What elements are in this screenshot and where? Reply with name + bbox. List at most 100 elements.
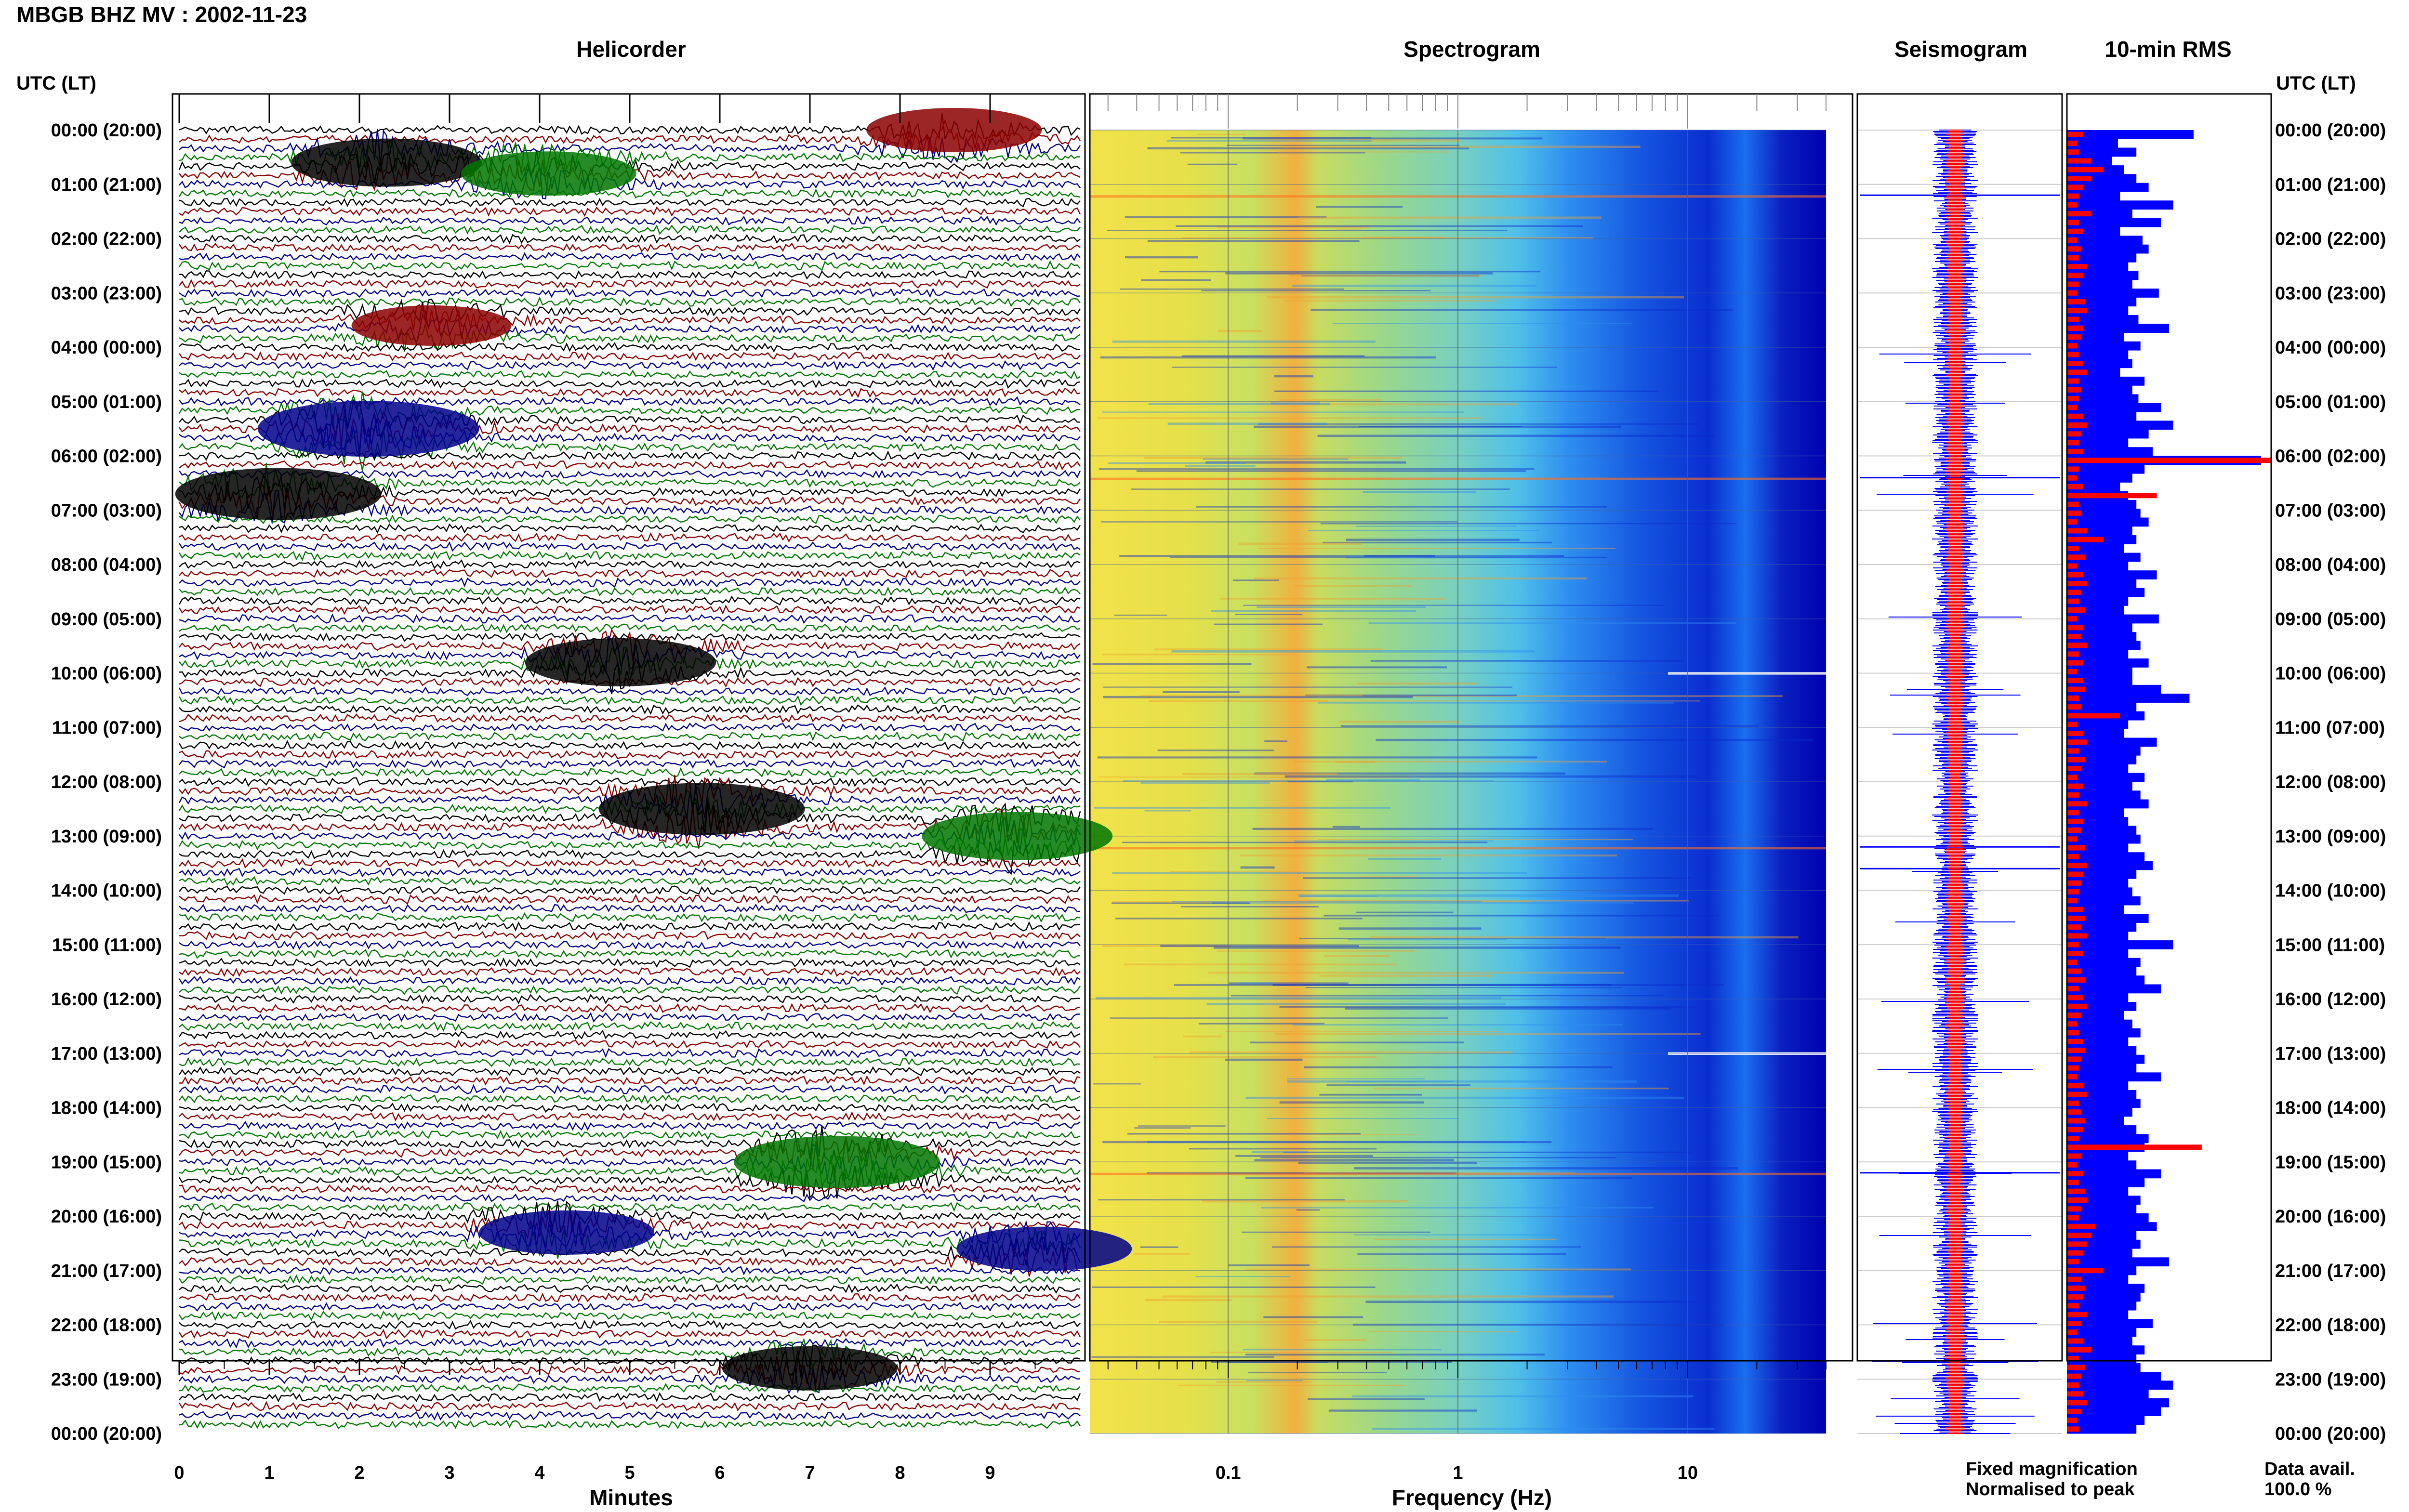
helicorder-trace (179, 532, 1081, 543)
rms-fixed-bar (2067, 1284, 2145, 1293)
spectrogram-streak (1305, 694, 1517, 697)
time-label-left: 01:00 (21:00) (51, 175, 162, 195)
rms-fixed-bar (2067, 1134, 2149, 1144)
spectrogram-streak (1272, 1246, 1581, 1248)
spectrogram-streak (1097, 756, 1537, 759)
rms-fixed-bar (2067, 289, 2159, 298)
spectrogram-streak (1335, 761, 1375, 763)
helicorder-trace (179, 514, 1081, 525)
helicorder-trace (179, 767, 1081, 778)
rms-normalised-bar (2067, 448, 2083, 454)
rms-normalised-bar (2067, 1391, 2083, 1397)
helicorder-trace (179, 369, 1081, 380)
time-label-right: 22:00 (18:00) (2275, 1315, 2386, 1336)
rms-normalised-bar (2067, 748, 2079, 754)
rms-fixed-bar (2067, 253, 2137, 263)
spectrogram-streak (1296, 1209, 1320, 1211)
rms-normalised-bar (2067, 1127, 2083, 1132)
frequency-tick-label: 1 (1453, 1463, 1463, 1483)
spectrogram-streak (1279, 399, 1383, 401)
helicorder-trace (179, 840, 1081, 875)
spectrogram-streak (1163, 691, 1240, 694)
rms-fixed-bar (2067, 720, 2129, 729)
rms-fixed-bar (2067, 773, 2145, 782)
spectrogram-streak (1098, 1199, 1345, 1201)
frequency-axis-label: Frequency (Hz) (1392, 1485, 1552, 1510)
helicorder-trace (178, 605, 1081, 615)
spectrogram-streak (1257, 606, 1426, 608)
rms-normalised-bar (2067, 1030, 2079, 1036)
data-availability-value: 100.0 % (2264, 1479, 2331, 1499)
rms-normalised-bar (2067, 378, 2079, 384)
spectrogram-streak (1346, 556, 1547, 559)
time-label-left: 10:00 (06:00) (51, 664, 162, 684)
spectrogram-streak (1354, 1167, 1738, 1170)
time-label-right: 00:00 (20:00) (2275, 120, 2386, 141)
spectrogram-streak (1210, 1352, 1393, 1354)
rms-normalised-bar (2067, 1268, 2104, 1274)
helicorder-trace (179, 749, 1081, 760)
rms-fixed-bar (2067, 403, 2161, 412)
spectrogram-streak (1185, 465, 1256, 467)
time-label-right: 00:00 (20:00) (2275, 1424, 2386, 1444)
rms-normalised-bar (2067, 1285, 2086, 1291)
spectrogram-streak (1281, 145, 1641, 148)
helicorder-trace (179, 957, 1081, 968)
rms-normalised-bar (2067, 1365, 2086, 1370)
rms-fixed-bar (2067, 896, 2141, 906)
helicorder-trace (179, 1120, 1081, 1131)
rms-fixed-bar (2067, 667, 2132, 677)
spectrogram-streak (1190, 1051, 1513, 1054)
spectrogram-streak (1263, 1316, 1363, 1318)
rms-normalised-bar (2067, 458, 2271, 463)
spectrogram-streak (1323, 541, 1552, 544)
rms-normalised-bar (2067, 633, 2081, 639)
rms-normalised-bar (2067, 695, 2079, 701)
rms-normalised-bar (2067, 263, 2088, 269)
time-label-left: 05:00 (01:00) (51, 392, 162, 412)
rms-fixed-bar (2067, 1301, 2137, 1311)
helicorder-trace (179, 1265, 1081, 1275)
helicorder-trace (178, 740, 1081, 750)
rms-fixed-bar (2067, 1160, 2137, 1170)
spectrogram-streak (1181, 237, 1593, 239)
rms-normalised-bar (2067, 352, 2079, 357)
spectrogram-streak (1264, 740, 1287, 742)
spectrogram-streak (1254, 1159, 1454, 1162)
helicorder-trace (179, 252, 1081, 262)
helicorder-trace (179, 342, 1081, 353)
spectrogram-streak (1181, 355, 1365, 357)
spectrogram-streak (1174, 984, 1612, 986)
rms-fixed-bar (2067, 1328, 2137, 1337)
spectrogram-streak (1115, 918, 1363, 920)
rms-fixed-bar (2067, 544, 2124, 553)
spectrogram-streak (1176, 225, 1583, 227)
helicorder-trace (179, 1236, 1081, 1266)
spectrogram-streak (1140, 1246, 1178, 1248)
rms-fixed-bar (2067, 746, 2141, 756)
rms-fixed-bar (2067, 1381, 2173, 1390)
helicorder-trace (179, 1130, 1081, 1140)
spectrogram-streak (1147, 147, 1469, 150)
helicorder-trace (179, 994, 1081, 1005)
rms-normalised-bar (2067, 220, 2079, 225)
spectrogram-streak (1243, 605, 1664, 606)
spectrogram-streak (1360, 876, 1417, 878)
rms-fixed-bar (2067, 1169, 2161, 1179)
spectrogram-streak (1125, 256, 1198, 259)
spectrogram-streak (1203, 458, 1349, 460)
spectrogram-streak (1298, 894, 1679, 897)
rms-fixed-bar (2067, 1072, 2161, 1082)
helicorder-trace (178, 391, 1081, 427)
rms-fixed-bar (2067, 1275, 2129, 1284)
spectrogram-streak (1170, 871, 1303, 872)
minute-tick-label: 7 (805, 1463, 815, 1483)
spectrogram-streak (1100, 521, 1457, 523)
time-label-right: 06:00 (02:00) (2275, 447, 2386, 467)
rms-normalised-bar (2067, 1197, 2088, 1203)
spectrogram-streak (1254, 772, 1566, 775)
rms-fixed-bar (2067, 438, 2129, 447)
spectrogram-streak (1145, 1299, 1232, 1302)
spectrogram-streak (1220, 597, 1445, 600)
spectrogram-streak (1258, 423, 1700, 425)
